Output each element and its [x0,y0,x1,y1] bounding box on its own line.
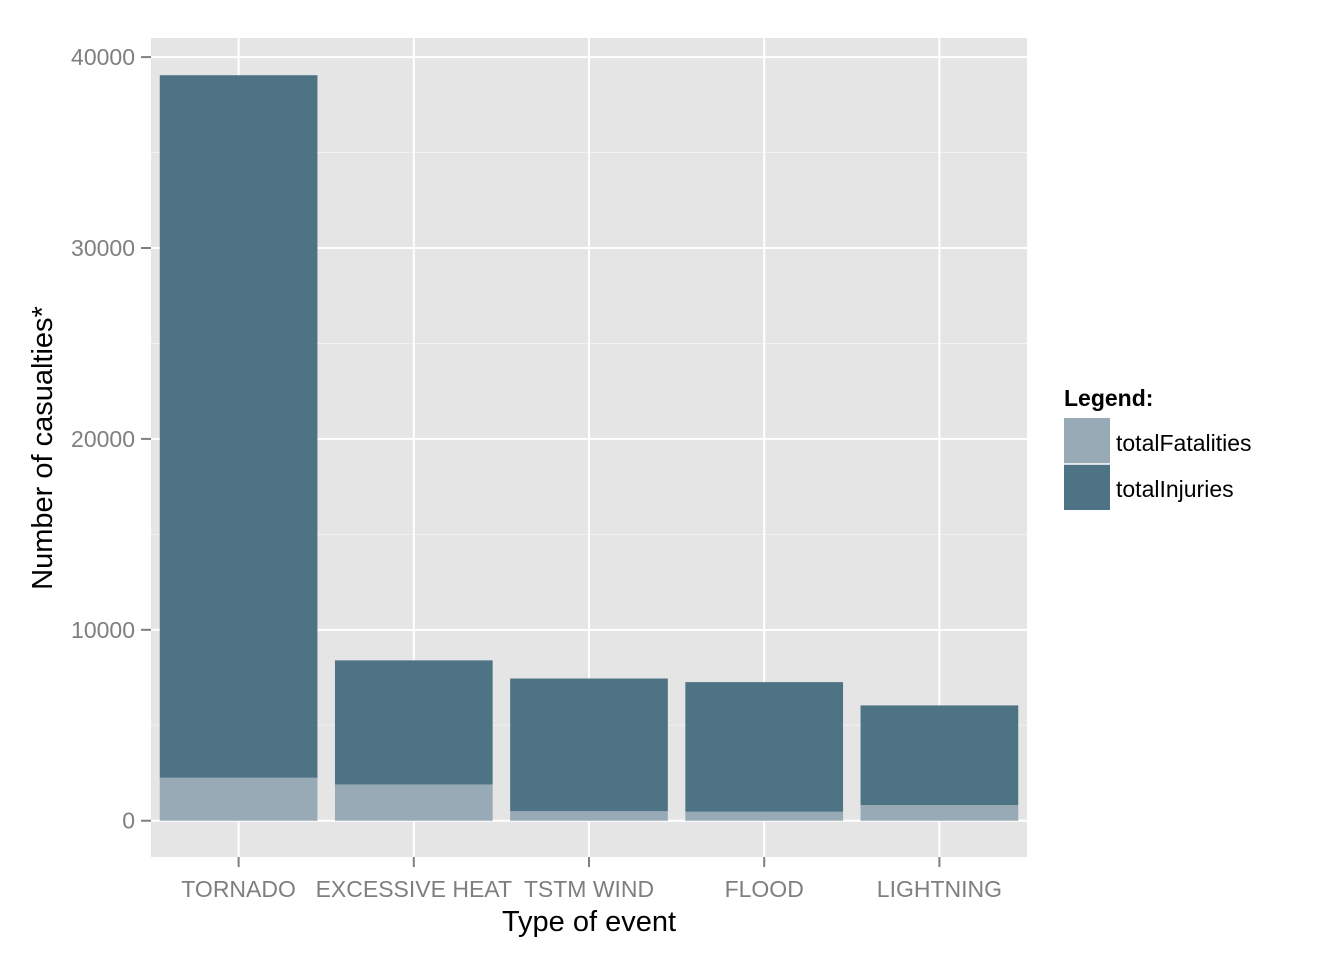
bars [159,75,1019,821]
legend-label-injuries: totalInjuries [1116,476,1234,502]
y-tick-label: 20000 [71,426,135,452]
y-tick-label: 0 [122,808,135,834]
legend-swatch-fatalities [1064,418,1110,464]
bar-totalFatalities-excessive-heat [334,784,493,821]
legend-swatch-injuries [1064,464,1110,510]
legend-title: Legend: [1064,385,1153,411]
x-tick-label: TSTM WIND [524,876,654,902]
bar-totalInjuries-lightning [860,705,1019,806]
bar-totalInjuries-excessive-heat [334,660,493,785]
bar-totalInjuries-tstm-wind [510,678,668,812]
y-tick-label: 30000 [71,235,135,261]
bar-totalFatalities-lightning [860,805,1019,821]
y-axis: 0 10000 20000 30000 40000 [71,44,151,834]
legend-label-fatalities: totalFatalities [1116,430,1252,456]
x-axis-title: Type of event [502,906,676,938]
x-tick-label: TORNADO [181,876,296,902]
y-tick-label: 40000 [71,44,135,70]
bar-totalInjuries-tornado [159,75,318,778]
legend: Legend: totalFatalities totalInjuries [1064,385,1252,510]
x-tick-label: FLOOD [725,876,804,902]
x-axis: TORNADO EXCESSIVE HEAT TSTM WIND FLOOD LIGHT… [181,857,1002,902]
bar-totalFatalities-tornado [159,777,318,821]
y-axis-title: Number of casualties* [27,306,59,590]
x-tick-label: LIGHTNING [877,876,1002,902]
bar-totalFatalities-flood [685,811,844,821]
bar-totalFatalities-tstm-wind [510,811,668,821]
bar-totalInjuries-flood [685,682,844,812]
x-tick-label: EXCESSIVE HEAT [316,876,512,902]
y-tick-label: 10000 [71,617,135,643]
